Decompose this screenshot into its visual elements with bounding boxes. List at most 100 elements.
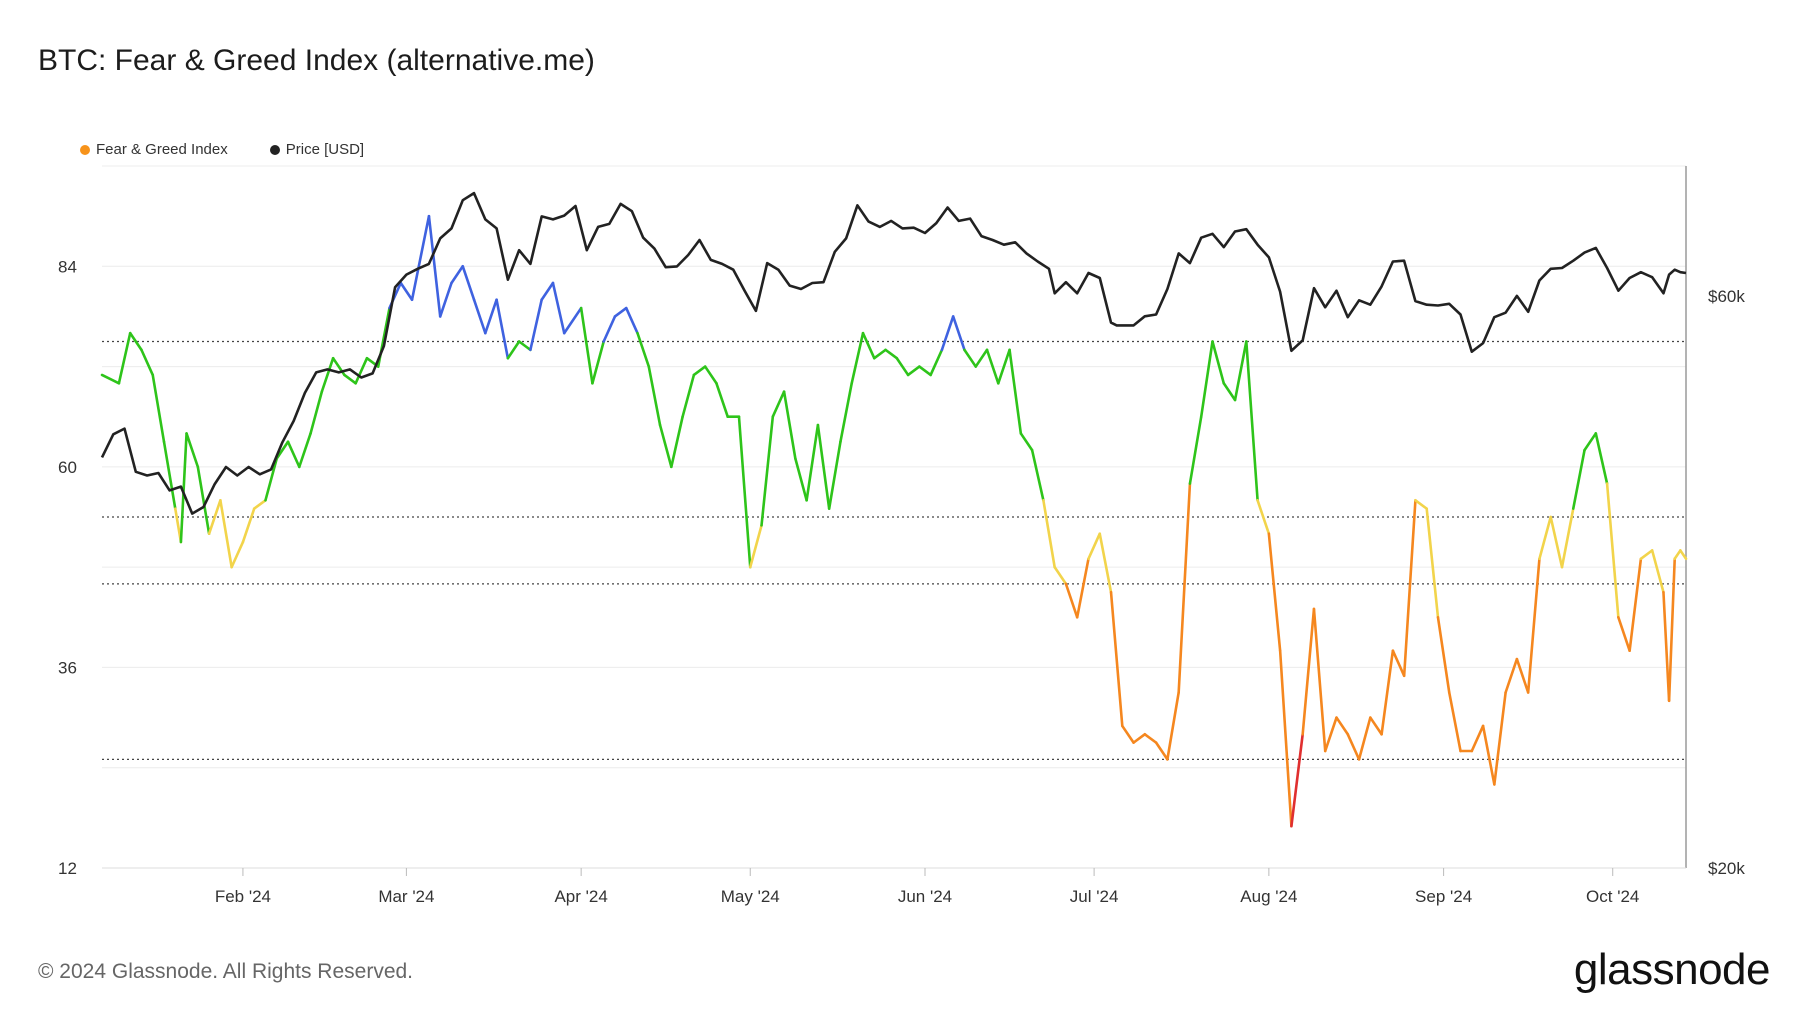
x-tick-label: Jun '24 [898, 887, 952, 906]
y-left-tick-label: 84 [58, 257, 77, 276]
fear-greed-segment [1583, 432, 1598, 452]
fear-greed-segment [309, 390, 324, 435]
glassnode-logo: glassnode [1573, 945, 1771, 994]
fear-greed-segment [850, 331, 865, 385]
fear-greed-segment [1087, 532, 1102, 561]
fear-greed-segment [297, 432, 312, 469]
fear-greed-segment [196, 465, 211, 536]
fear-greed-segment [551, 281, 566, 335]
fear-greed-segment [884, 348, 899, 360]
legend-item-fear-greed[interactable]: Fear & Greed Index [80, 141, 228, 158]
fear-greed-segment [495, 298, 510, 360]
fear-greed-segment [1030, 448, 1045, 502]
price-line [100, 191, 1687, 515]
fear-greed-segment [1414, 498, 1428, 510]
fear-greed-segment [1402, 498, 1417, 678]
fear-greed-segment [715, 381, 730, 419]
fear-greed-segment [1233, 340, 1248, 402]
fear-greed-segment [996, 348, 1011, 385]
fear-greed-segment [399, 281, 414, 302]
fear-greed-segment [427, 214, 442, 318]
fear-greed-segment [1008, 348, 1023, 435]
fear-greed-segment [219, 498, 233, 569]
legend-dot-fear-greed [80, 144, 90, 155]
x-tick-label: Oct '24 [1586, 887, 1639, 906]
fear-greed-segment [140, 348, 155, 377]
fear-greed-segment [320, 356, 335, 393]
fear-greed-segment [1256, 498, 1271, 536]
fear-greed-segment [241, 507, 256, 544]
fear-greed-segment [1132, 732, 1147, 744]
fear-greed-segment [636, 331, 651, 368]
legend-item-price[interactable]: Price [USD] [269, 141, 364, 158]
fear-greed-segment [670, 415, 684, 469]
x-tick-label: Sep '24 [1415, 887, 1472, 906]
fear-greed-segment [951, 315, 966, 352]
fear-greed-segment [613, 306, 628, 318]
fear-greed-segment [1639, 549, 1654, 561]
fear-greed-segment [438, 281, 453, 318]
fear-greed-segment [484, 298, 498, 335]
fear-greed-segment [703, 365, 718, 385]
fear-greed-segment [450, 264, 465, 285]
fear-greed-segment [1504, 657, 1519, 694]
fear-greed-segment [1526, 557, 1541, 694]
fear-greed-segment [974, 348, 989, 368]
fear-greed-segment [185, 432, 200, 469]
fear-greed-segment [658, 423, 673, 469]
fear-greed-segment [624, 306, 639, 335]
fear-greed-segment [579, 306, 594, 385]
fear-greed-segment [1436, 615, 1451, 694]
fear-greed-segment [1211, 340, 1226, 385]
y-left-tick-label: 60 [58, 458, 77, 477]
fear-greed-segment [1650, 549, 1665, 594]
fear-greed-segment [1391, 649, 1406, 678]
fear-greed-segment [410, 214, 431, 302]
fear-greed-segment [1019, 432, 1034, 452]
fear-greed-segment [162, 440, 177, 510]
copyright-text: © 2024 Glassnode. All Rights Reserved. [38, 960, 414, 983]
fear-greed-segment [1628, 557, 1643, 653]
fear-greed-segment [1470, 724, 1485, 753]
fear-greed-segment [1098, 532, 1113, 594]
fear-greed-segment [816, 423, 831, 510]
fear-greed-segment [839, 381, 854, 444]
fear-greed-segment [1143, 732, 1158, 744]
fear-greed-segment [963, 348, 978, 368]
fear-greed-segment [275, 440, 290, 460]
fear-greed-segment [461, 264, 476, 302]
fear-greed-segment [805, 423, 820, 502]
fear-greed-segment [1346, 732, 1361, 761]
fear-greed-segment [782, 390, 797, 460]
fear-greed-segment [128, 331, 143, 352]
fear-greed-segment [794, 457, 808, 502]
fear-greed-segment [1323, 716, 1338, 753]
legend-label-fear-greed: Fear & Greed Index [96, 141, 228, 158]
fear-greed-segment [940, 315, 955, 352]
fear-greed-segment [1042, 498, 1056, 569]
x-tick-label: Feb '24 [215, 887, 271, 906]
fear-greed-segment [1335, 716, 1350, 736]
fear-greed-segment [692, 365, 707, 377]
fear-greed-segment [1053, 565, 1068, 586]
x-tick-label: Jul '24 [1070, 887, 1119, 906]
fear-greed-segment [737, 415, 752, 569]
fear-greed-segment [540, 281, 555, 302]
fear-greed-segment [1154, 741, 1169, 761]
fear-greed-segment [1312, 607, 1327, 753]
fear-greed-segment [506, 340, 521, 360]
fear-greed-segment [1447, 691, 1462, 753]
fear-greed-segment [207, 498, 222, 536]
fear-greed-segment [1380, 649, 1395, 736]
fear-greed-segment [1109, 590, 1124, 728]
fear-greed-segment [918, 365, 932, 377]
fear-greed-segment [895, 356, 910, 377]
fear-greed-segment [1075, 557, 1090, 619]
fear-greed-segment [472, 298, 487, 335]
fear-greed-segment [929, 348, 944, 377]
fear-greed-segment [681, 373, 696, 419]
fear-greed-segment [151, 373, 166, 444]
fear-greed-segment [1278, 649, 1293, 828]
fear-greed-segment [1301, 607, 1316, 736]
